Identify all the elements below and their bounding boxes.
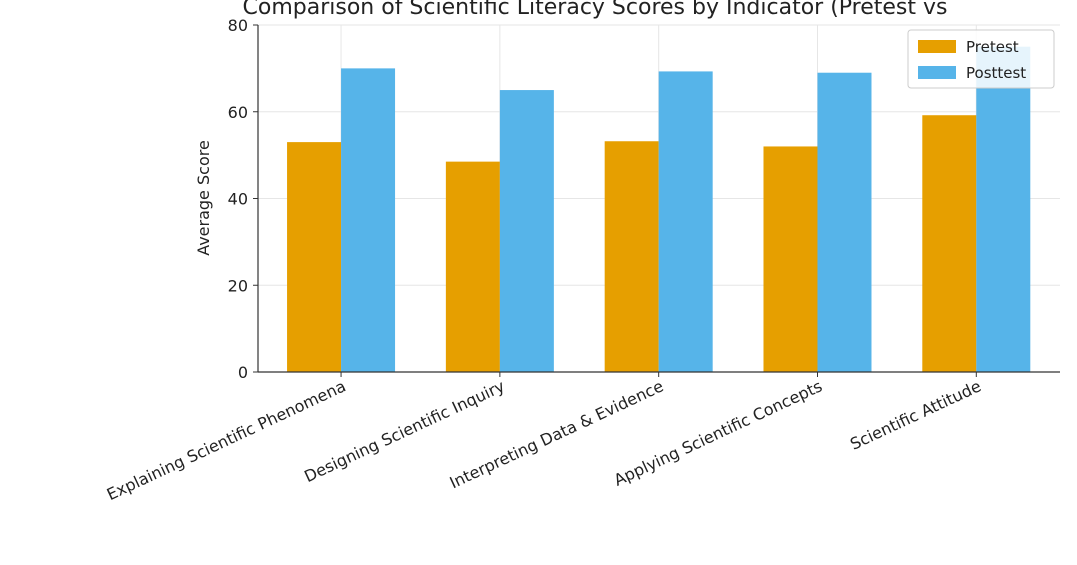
x-tick-label: Scientific Attitude [847, 376, 984, 453]
y-ticks: 0 20 40 60 80 [228, 16, 258, 382]
x-tick-label: Explaining Scientific Phenomena [104, 376, 349, 504]
bar-posttest-1 [341, 68, 396, 372]
bar-pretest-1 [287, 142, 342, 372]
y-tick-label: 80 [228, 16, 248, 35]
legend-label-pretest: Pretest [966, 38, 1019, 56]
legend: Pretest Posttest [907, 29, 1055, 89]
bar-posttest-4 [817, 72, 872, 373]
y-tick-label: 20 [228, 276, 248, 295]
bar-pretest-5 [922, 115, 977, 372]
bar-posttest-3 [658, 71, 713, 372]
legend-swatch-posttest [918, 66, 956, 79]
chart-title: Comparison of Scientific Literacy Scores… [243, 0, 948, 20]
bar-pretest-4 [763, 146, 818, 372]
bar-pretest-3 [604, 141, 659, 372]
y-tick-label: 40 [228, 190, 248, 209]
bars [287, 46, 1031, 373]
legend-swatch-pretest [918, 40, 956, 53]
bar-posttest-2 [499, 90, 554, 372]
y-axis-title: Average Score [194, 140, 213, 256]
legend-label-posttest: Posttest [966, 64, 1026, 82]
bar-pretest-2 [445, 161, 500, 372]
bar-posttest-5 [976, 46, 1031, 372]
y-tick-label: 60 [228, 103, 248, 122]
y-tick-label: 0 [238, 363, 248, 382]
x-ticks: Explaining Scientific PhenomenaDesigning… [104, 372, 984, 504]
